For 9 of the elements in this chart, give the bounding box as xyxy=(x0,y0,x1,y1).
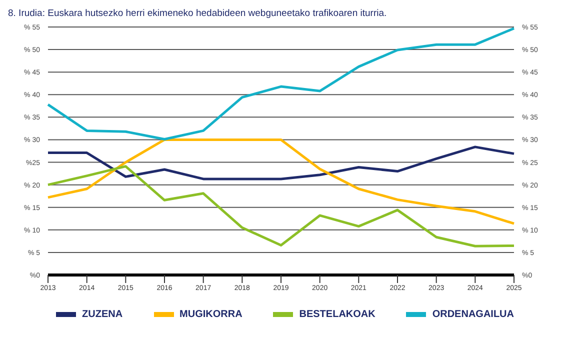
legend-label: MUGIKORRA xyxy=(180,309,242,320)
line-series xyxy=(46,165,516,248)
line-series xyxy=(46,146,516,180)
legend-label: ORDENAGAILUA xyxy=(432,309,514,320)
chart-title: 8. Irudia: Euskara hutsezko herri ekimeneko hedabideen webguneetako trafikoaren iturria. xyxy=(8,8,388,19)
line-series xyxy=(46,138,516,225)
legend-label: BESTELAKOAK xyxy=(299,309,376,320)
line-series xyxy=(46,27,516,141)
legend-label: ZUZENA xyxy=(82,309,123,320)
